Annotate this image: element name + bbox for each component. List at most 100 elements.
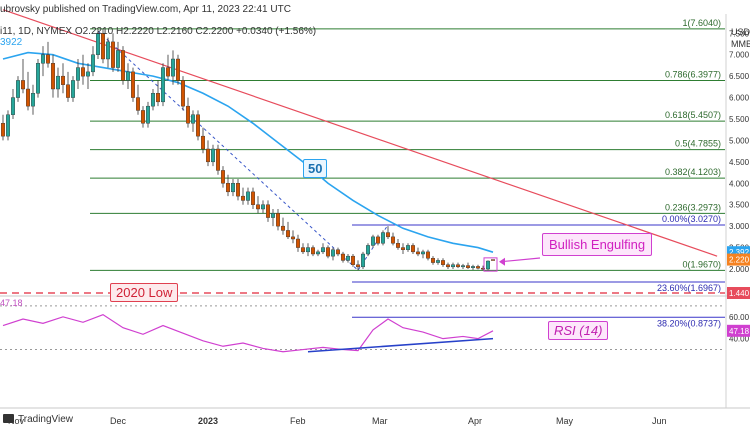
candle-body: [346, 255, 351, 261]
candle-body: [200, 135, 205, 150]
candle-body: [105, 41, 110, 60]
time-axis-label: Dec: [110, 416, 127, 426]
rsi-tick-label: 40.00: [729, 335, 750, 344]
price-tick-label: 7.500: [729, 29, 750, 38]
fib-label: 0.382(4.1203): [665, 167, 721, 177]
candle-body: [130, 71, 135, 98]
ma50-annotation: 50: [303, 159, 328, 178]
candle-body: [441, 260, 446, 265]
time-axis-label: Feb: [290, 416, 306, 426]
candle-body: [326, 247, 331, 257]
fib-extension-label: 0.00%(3.0270): [662, 214, 721, 224]
ma-value-label: 3922: [0, 37, 23, 48]
price-tag: [727, 287, 750, 299]
candle-body: [110, 41, 115, 68]
candle-body: [80, 67, 85, 77]
tradingview-footer[interactable]: TradingView: [3, 414, 73, 425]
candle-body: [46, 54, 51, 64]
candle-body: [31, 93, 36, 107]
candle-body: [471, 266, 476, 268]
candle-body: [61, 75, 66, 85]
rsi-title-annotation: RSI (14): [548, 321, 609, 340]
candle-body: [331, 249, 336, 257]
price-tick-label: 7.000: [729, 51, 750, 60]
fib-label: 0.5(4.7855): [675, 139, 721, 149]
candle-body: [75, 67, 80, 81]
price-tag-label: 2.220: [729, 256, 750, 265]
candle-body: [341, 253, 346, 261]
candle-body: [276, 213, 281, 227]
candle-body: [316, 251, 321, 255]
candle-body: [180, 80, 185, 107]
ma50-line: [2, 51, 494, 253]
price-tick-label: 2.000: [729, 265, 750, 274]
candle-body: [256, 204, 261, 210]
candle-body: [366, 245, 371, 255]
candle-body: [185, 105, 190, 124]
rsi-tag-label: 47.18: [729, 327, 750, 336]
price-tick-label: 5.500: [729, 115, 750, 124]
candle-body: [271, 213, 276, 218]
candle-body: [1, 123, 5, 137]
candle-body: [165, 67, 170, 77]
candle-body: [41, 54, 46, 64]
candle-body: [125, 71, 130, 81]
price-tag-label: 1.440: [729, 289, 750, 298]
candle-body: [215, 148, 220, 171]
candle-body: [220, 170, 225, 184]
candle-body: [296, 238, 301, 248]
candle-body: [386, 232, 391, 238]
annotation-arrow: [500, 257, 541, 263]
candle-body: [486, 260, 491, 270]
rsi-support-line: [307, 337, 494, 353]
candle-body: [240, 195, 245, 201]
candle-body: [336, 249, 341, 255]
candle-body: [461, 265, 466, 268]
candle-body: [421, 251, 426, 255]
candle-body: [245, 191, 250, 201]
candle-body: [5, 114, 10, 137]
bullish-engulfing-annotation: Bullish Engulfing: [542, 233, 653, 256]
fib-label: 0.236(3.2973): [665, 202, 721, 212]
candle-body: [426, 251, 431, 259]
price-tick-label: 3.500: [729, 201, 750, 210]
candle-body: [190, 114, 195, 124]
price-tick-label: 4.000: [729, 179, 750, 188]
fib-label: 1(7.6040): [682, 18, 721, 28]
rsi-value-label: 47.18: [0, 298, 23, 308]
candle-body: [406, 245, 411, 250]
fib-label: 0(1.9670): [682, 259, 721, 269]
price-tick-label: 6.500: [729, 72, 750, 81]
candle-body: [170, 58, 175, 77]
candle-body: [250, 191, 255, 205]
engulfing-box: [483, 257, 498, 272]
candle-body: [16, 80, 21, 98]
time-axis-label: May: [556, 416, 574, 426]
candle-body: [301, 247, 306, 253]
fib-extension-label: 38.20%(0.8737): [657, 318, 721, 328]
candle-body: [205, 148, 210, 163]
candle-body: [396, 243, 401, 248]
footer-brand: TradingView: [18, 414, 74, 425]
publisher-line: ubrovsky published on TradingView.com, A…: [0, 4, 291, 15]
candle-body: [466, 265, 471, 268]
candle-body: [351, 255, 356, 265]
candle-body: [155, 93, 160, 103]
candle-body: [140, 110, 145, 124]
candle-body: [311, 247, 316, 255]
tradingview-logo-icon: [3, 414, 14, 423]
candle-body: [411, 245, 416, 253]
candle-body: [266, 204, 271, 218]
candle-body: [160, 67, 165, 103]
fib-label: 0.618(5.4507): [665, 110, 721, 120]
candle-body: [291, 236, 296, 240]
time-axis-label: 2023: [198, 416, 218, 426]
candle-body: [436, 260, 441, 263]
fib-label: 0.786(6.3977): [665, 70, 721, 80]
time-axis-label: Nov: [8, 416, 25, 426]
price-tick-label: 3.000: [729, 222, 750, 231]
candle-body: [120, 50, 125, 81]
candle-body: [306, 247, 311, 253]
price-tick-label: 6.000: [729, 94, 750, 103]
candle-body: [371, 236, 376, 246]
